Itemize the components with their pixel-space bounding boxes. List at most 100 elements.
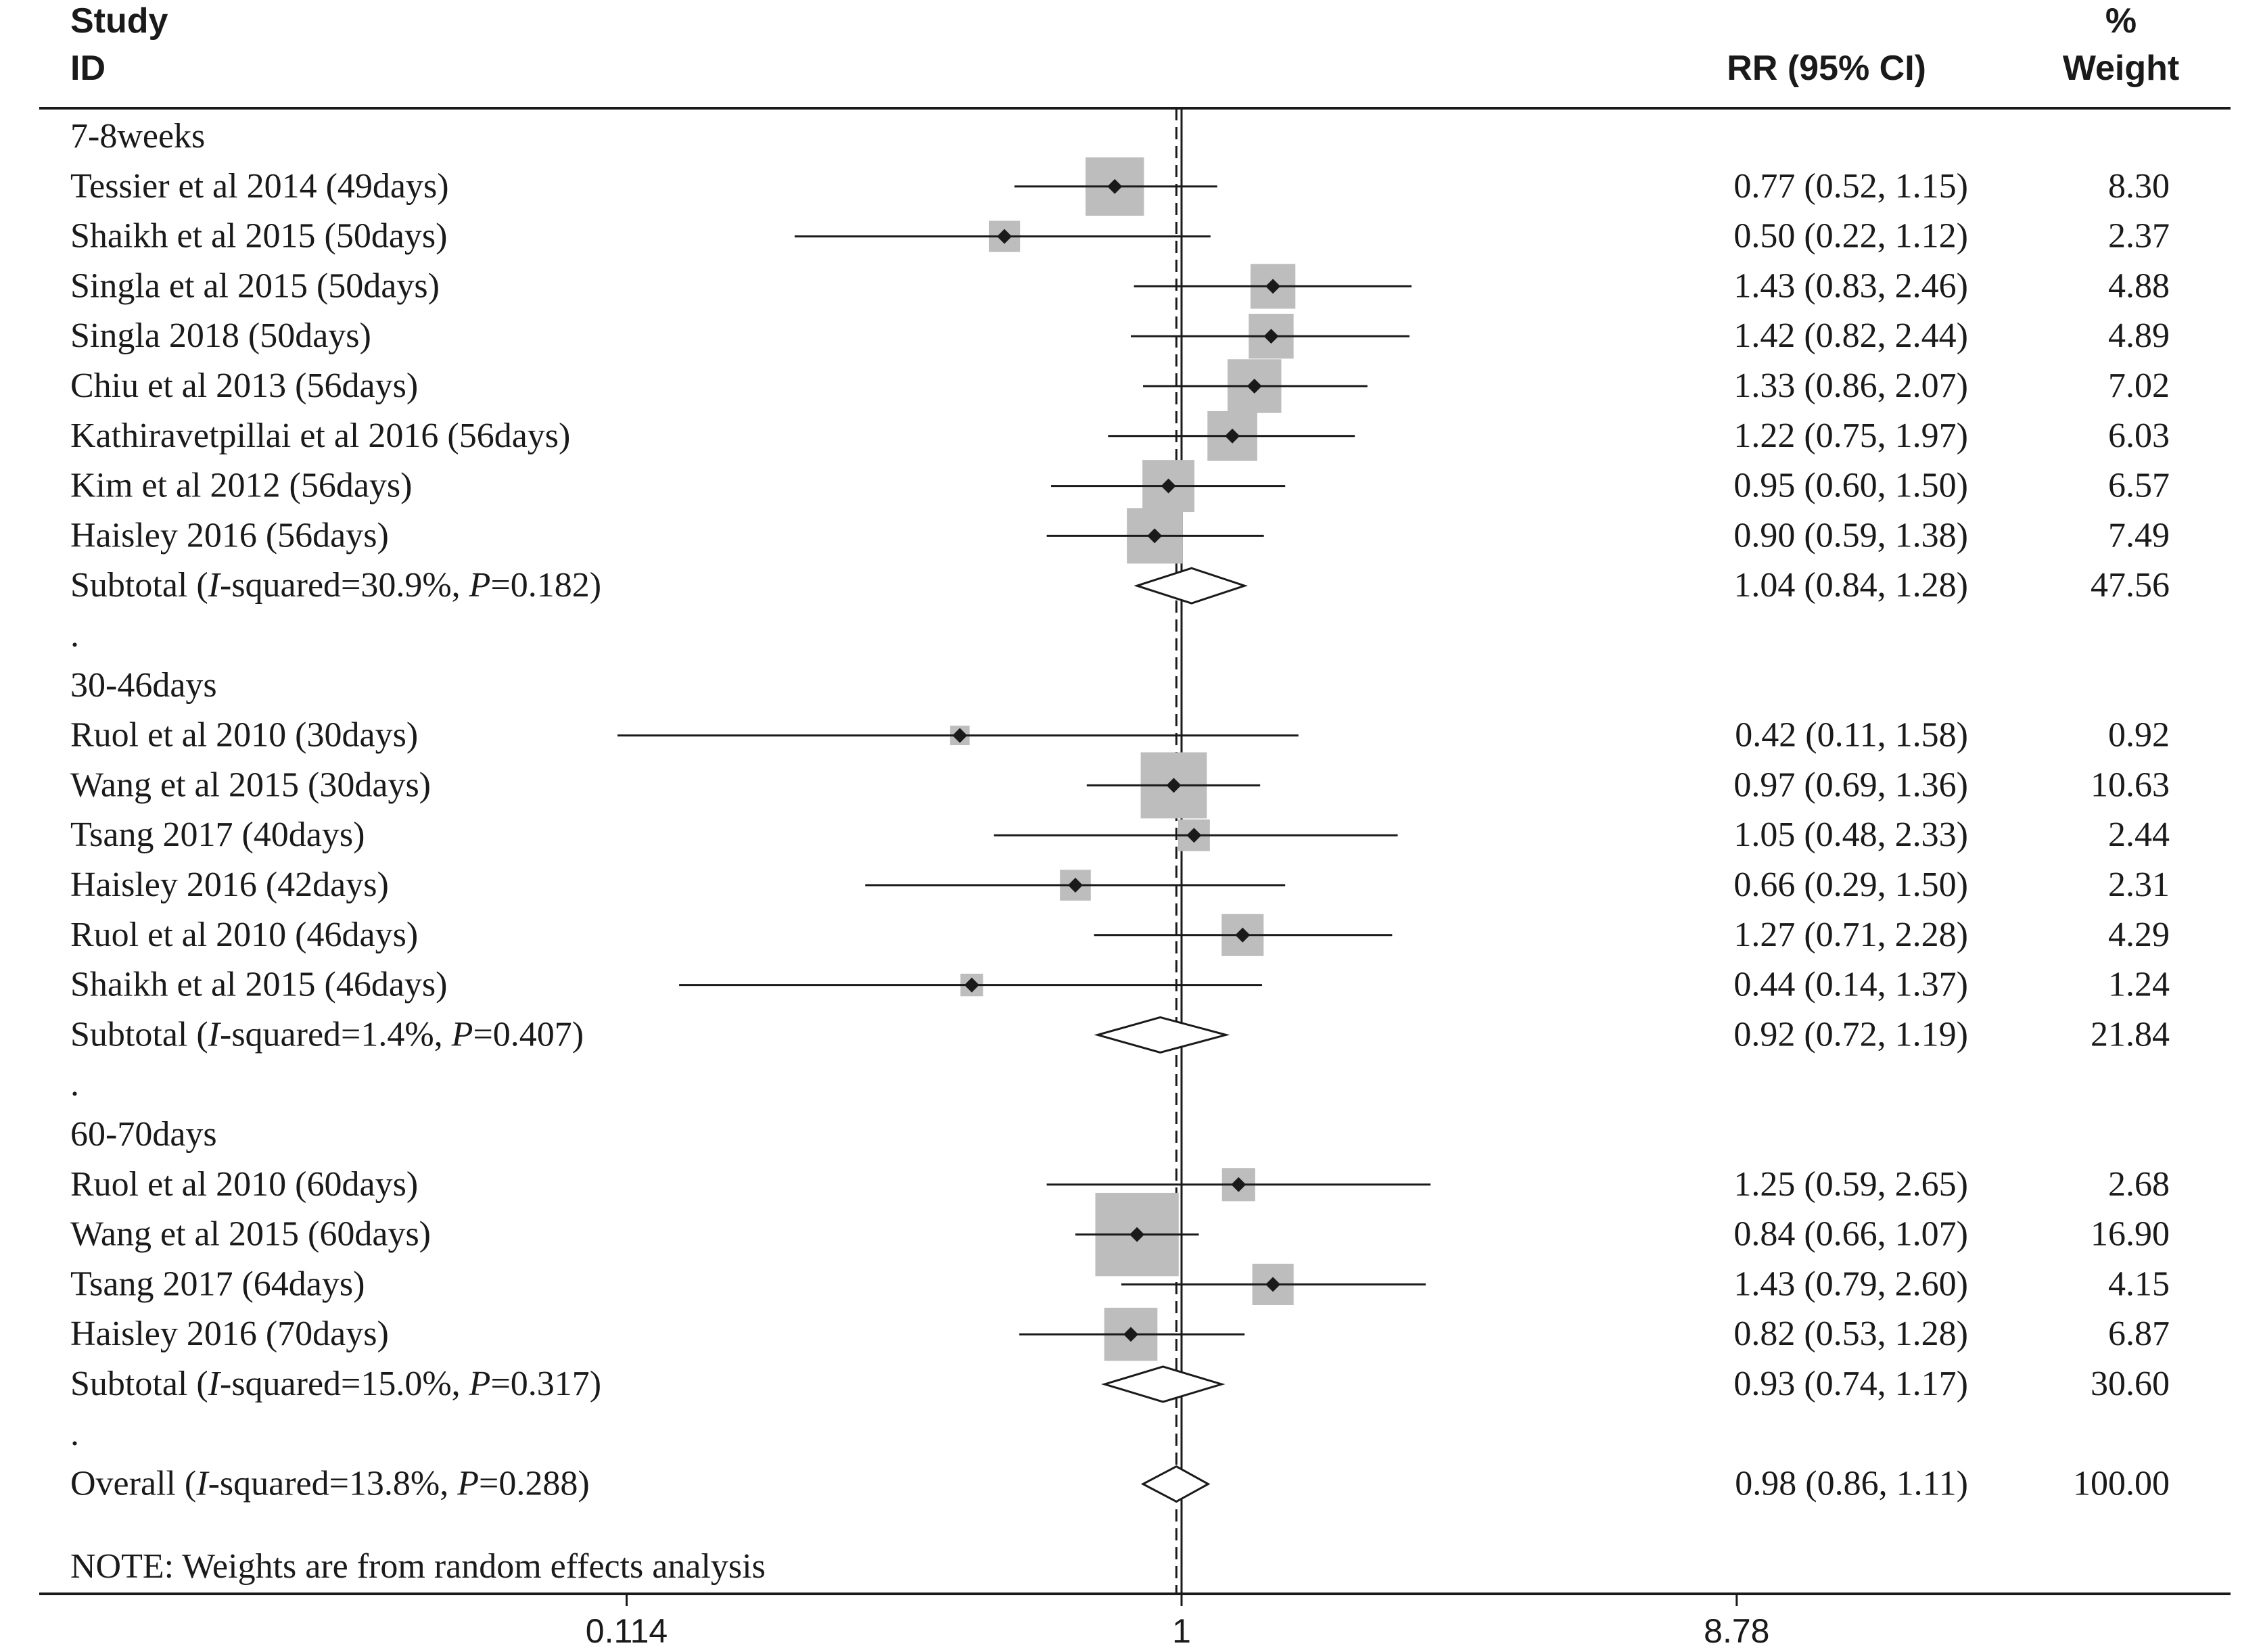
weight-header-line1: %: [2105, 1, 2137, 41]
point-estimate: [1161, 478, 1176, 494]
rr-ci-value: 1.27 (0.71, 2.28): [1733, 916, 1968, 954]
subtotal-diamond: [1134, 567, 1249, 605]
study-label: Haisley 2016 (70days): [70, 1315, 389, 1353]
point-estimate: [997, 229, 1012, 244]
x-tick-label: 0.114: [586, 1612, 668, 1650]
study-label: Ruol et al 2010 (30days): [70, 716, 418, 755]
rr-ci-value: 1.05 (0.48, 2.33): [1733, 816, 1968, 854]
study-label: Tessier et al 2014 (49days): [70, 167, 449, 206]
rr-ci-value: 1.25 (0.59, 2.65): [1733, 1165, 1968, 1204]
rr-ci-value: 0.42 (0.11, 1.58): [1735, 716, 1968, 755]
study-label: Haisley 2016 (56days): [70, 516, 389, 554]
overall-label: Overall (I-squared=13.8%, P=0.288): [70, 1465, 590, 1503]
forest-row-study: Ruol et al 2010 (46days) 1.27 (0.71, 2.28…: [70, 914, 2170, 956]
weight-value: 4.89: [2108, 316, 2170, 355]
spacer-dot: .: [70, 616, 79, 655]
forest-row-study: Kim et al 2012 (56days) 0.95 (0.60, 1.50)…: [70, 460, 2170, 513]
rr-ci-value: 0.97 (0.69, 1.36): [1733, 765, 1968, 804]
study-label: Kim et al 2012 (56days): [70, 467, 412, 505]
weight-value: 6.87: [2108, 1315, 2170, 1353]
overall-diamond: [1140, 1465, 1211, 1503]
forest-row-study: Tsang 2017 (40days) 1.05 (0.48, 2.33) 2.44: [70, 816, 2170, 854]
rr-ci-value: 0.92 (0.72, 1.19): [1733, 1015, 1968, 1054]
point-estimate: [1231, 1177, 1246, 1192]
forest-row-study: Singla et al 2015 (50days) 1.43 (0.83, 2.…: [70, 264, 2170, 309]
point-estimate: [1235, 927, 1251, 943]
rr-ci-value: 1.33 (0.86, 2.07): [1733, 367, 1968, 405]
point-estimate: [1265, 1277, 1281, 1292]
weight-value: 1.24: [2108, 966, 2170, 1004]
rr-ci-value: 1.43 (0.79, 2.60): [1733, 1265, 1968, 1303]
subtotal-label: Subtotal (I-squared=1.4%, P=0.407): [70, 1015, 584, 1054]
study-label: Singla et al 2015 (50days): [70, 266, 440, 305]
point-estimate: [1263, 329, 1279, 344]
study-label: Shaikh et al 2015 (46days): [70, 966, 447, 1004]
forest-row-overall: Overall (I-squared=13.8%, P=0.288) 0.98 (…: [70, 1465, 2170, 1503]
weight-value: 8.30: [2108, 167, 2170, 206]
subtotal-label: Subtotal (I-squared=15.0%, P=0.317): [70, 1365, 601, 1403]
rr-ci-value: 1.22 (0.75, 1.97): [1733, 417, 1968, 455]
weight-header-line2: Weight: [2063, 49, 2179, 88]
point-estimate: [1246, 379, 1262, 394]
study-label: Ruol et al 2010 (46days): [70, 916, 418, 954]
point-estimate: [952, 728, 968, 743]
study-label: Shaikh et al 2015 (50days): [70, 217, 447, 256]
weight-value: 6.03: [2108, 417, 2170, 455]
point-estimate: [964, 977, 979, 993]
weight-value: 100.00: [2073, 1465, 2170, 1503]
rr-ci-value: 0.93 (0.74, 1.17): [1733, 1365, 1968, 1403]
x-tick-label: 8.78: [1704, 1612, 1769, 1650]
forest-row-study: Wang et al 2015 (30days) 0.97 (0.69, 1.36…: [70, 752, 2170, 819]
rr-ci-value: 1.04 (0.84, 1.28): [1733, 566, 1968, 605]
forest-row-study: Kathiravetpillai et al 2016 (56days) 1.22…: [70, 410, 2170, 461]
point-estimate: [1068, 878, 1083, 893]
forest-row-dot: .: [70, 1065, 79, 1104]
forest-row-study: Ruol et al 2010 (30days) 0.42 (0.11, 1.58…: [70, 716, 2170, 755]
point-estimate: [1147, 528, 1163, 544]
rr-ci-value: 0.77 (0.52, 1.15): [1733, 167, 1968, 206]
forest-row-study: Haisley 2016 (70days) 0.82 (0.53, 1.28) 6.…: [70, 1307, 2170, 1361]
weight-value: 4.88: [2108, 266, 2170, 305]
study-header-line1: Study: [70, 1, 168, 41]
rr-ci-value: 0.44 (0.14, 1.37): [1733, 966, 1968, 1004]
forest-row-study: Chiu et al 2013 (56days) 1.33 (0.86, 2.07…: [70, 359, 2170, 413]
forest-row-group: 30-46days: [70, 666, 217, 705]
spacer-dot: .: [70, 1065, 79, 1104]
weight-value: 7.02: [2108, 367, 2170, 405]
weight-value: 47.56: [2091, 566, 2170, 605]
x-axis-ticks: 0.114 1 8.78: [586, 1594, 1770, 1650]
rr-ci-value: 1.43 (0.83, 2.46): [1733, 266, 1968, 305]
forest-row-group: 60-70days: [70, 1115, 217, 1154]
point-estimate: [1166, 778, 1182, 793]
forest-row-study: Haisley 2016 (42days) 0.66 (0.29, 1.50) 2.…: [70, 866, 2170, 904]
weight-value: 2.31: [2108, 866, 2170, 904]
weight-value: 2.68: [2108, 1165, 2170, 1204]
forest-row-subtotal: Subtotal (I-squared=15.0%, P=0.317) 0.93 …: [70, 1365, 2170, 1403]
group-label: 60-70days: [70, 1115, 217, 1154]
study-label: Singla 2018 (50days): [70, 316, 371, 355]
subtotal-diamond: [1094, 1016, 1230, 1054]
weight-value: 2.37: [2108, 217, 2170, 256]
spacer-dot: .: [70, 1415, 79, 1453]
weight-value: 6.57: [2108, 467, 2170, 505]
point-estimate: [1265, 279, 1281, 294]
weights-note: NOTE: Weights are from random effects an…: [70, 1547, 766, 1586]
rows-layer: 7-8weeks Tessier et al 2014 (49days) 0.77 …: [70, 108, 2170, 1594]
study-label: Tsang 2017 (64days): [70, 1265, 365, 1303]
forest-row-study: Wang et al 2015 (60days) 0.84 (0.66, 1.07…: [70, 1192, 2170, 1277]
rr-ci-value: 1.42 (0.82, 2.44): [1733, 316, 1968, 355]
rr-ci-value: 0.50 (0.22, 1.12): [1733, 217, 1968, 256]
x-tick-label: 1: [1172, 1612, 1191, 1650]
weight-value: 4.29: [2108, 916, 2170, 954]
forest-row-study: Shaikh et al 2015 (50days) 0.50 (0.22, 1.…: [70, 217, 2170, 256]
forest-row-subtotal: Subtotal (I-squared=30.9%, P=0.182) 1.04 …: [70, 566, 2170, 605]
forest-row-study: Ruol et al 2010 (60days) 1.25 (0.59, 2.65…: [70, 1165, 2170, 1204]
weight-value: 4.15: [2108, 1265, 2170, 1303]
rr-ci-value: 0.66 (0.29, 1.50): [1733, 866, 1968, 904]
study-header-line2: ID: [70, 49, 106, 88]
weight-value: 7.49: [2108, 516, 2170, 554]
rr-ci-value: 0.98 (0.86, 1.11): [1735, 1465, 1968, 1503]
forest-row-study: Tsang 2017 (64days) 1.43 (0.79, 2.60) 4.15: [70, 1263, 2170, 1305]
forest-row-dot: .: [70, 616, 79, 655]
